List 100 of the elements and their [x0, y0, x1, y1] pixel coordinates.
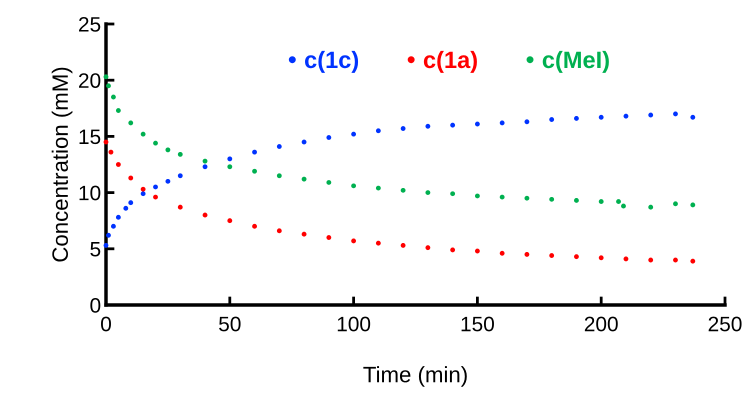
- point: [425, 190, 430, 196]
- legend-label: c(1c): [305, 50, 358, 73]
- point: [302, 232, 306, 237]
- point: [104, 140, 108, 144]
- point: [450, 122, 456, 128]
- point: [140, 132, 146, 137]
- point: [227, 156, 232, 162]
- point: [106, 232, 111, 238]
- point: [351, 183, 356, 188]
- point: [400, 126, 406, 131]
- point: [116, 108, 121, 113]
- point: [376, 186, 381, 191]
- point: [302, 140, 306, 144]
- point: [549, 196, 554, 202]
- x-axis-title: Time (min): [363, 366, 467, 387]
- x-tick-label: 250: [708, 316, 742, 332]
- point: [673, 201, 678, 206]
- point: [648, 112, 654, 118]
- point: [690, 114, 696, 120]
- point: [116, 162, 121, 167]
- x-tick-label: 100: [338, 316, 370, 332]
- point: [598, 114, 604, 120]
- point: [616, 199, 621, 204]
- point: [165, 178, 170, 184]
- point: [549, 253, 554, 258]
- point: [140, 186, 146, 192]
- point: [574, 116, 579, 121]
- y-tick-label: 0: [90, 298, 100, 313]
- point: [351, 238, 356, 244]
- point: [276, 144, 282, 149]
- x-tick-label: 50: [219, 316, 241, 332]
- y-tick-label: 25: [79, 17, 100, 32]
- point: [123, 206, 128, 211]
- point: [376, 128, 381, 134]
- legend-label: c(1a): [424, 50, 477, 73]
- point: [165, 147, 170, 152]
- point: [302, 176, 306, 182]
- point: [252, 168, 257, 174]
- y-axis-title: Concentration (mM): [52, 68, 72, 262]
- point: [326, 180, 332, 185]
- point: [128, 120, 134, 126]
- point: [276, 173, 282, 178]
- legend-label: c(MeI): [542, 50, 609, 73]
- point: [227, 164, 232, 170]
- point: [648, 204, 654, 210]
- point: [500, 194, 505, 200]
- point: [108, 150, 114, 155]
- point: [690, 202, 696, 208]
- y-tick-label: 5: [90, 242, 100, 257]
- point: [326, 235, 332, 240]
- point: [140, 191, 146, 196]
- point: [500, 250, 505, 256]
- point: [128, 200, 134, 206]
- point: [116, 214, 121, 220]
- point: [252, 224, 257, 229]
- point: [621, 204, 626, 208]
- point: [624, 114, 628, 119]
- point: [524, 252, 530, 257]
- point: [450, 191, 456, 196]
- x-tick-label: 200: [584, 316, 618, 332]
- point: [474, 248, 480, 254]
- point: [598, 199, 604, 204]
- point: [326, 135, 332, 140]
- point: [500, 120, 505, 126]
- point: [202, 212, 208, 218]
- x-tick-label: 0: [101, 316, 111, 332]
- y-tick-label: 20: [79, 73, 100, 88]
- point: [474, 194, 480, 198]
- point: [549, 117, 554, 122]
- point: [648, 258, 654, 262]
- point: [690, 258, 696, 264]
- point: [178, 152, 183, 157]
- point: [106, 83, 111, 88]
- point: [104, 243, 108, 248]
- point: [598, 255, 604, 260]
- point: [524, 196, 530, 201]
- point: [153, 194, 158, 200]
- point: [425, 124, 430, 129]
- point: [252, 150, 257, 155]
- point: [153, 140, 158, 146]
- point: [474, 122, 480, 126]
- y-tick-label: 15: [80, 130, 100, 144]
- point: [104, 74, 108, 80]
- point: [111, 224, 116, 229]
- point: [376, 240, 381, 246]
- point: [425, 245, 430, 250]
- point: [624, 256, 628, 262]
- point: [524, 119, 530, 124]
- x-tick-label: 150: [462, 316, 494, 332]
- point: [202, 158, 208, 164]
- point: [153, 184, 158, 190]
- point: [111, 94, 116, 100]
- point: [673, 112, 678, 116]
- point: [227, 218, 232, 224]
- point: [450, 248, 456, 252]
- point: [400, 243, 406, 248]
- point: [128, 176, 134, 180]
- point: [178, 173, 183, 178]
- point: [574, 254, 579, 260]
- point: [400, 188, 406, 193]
